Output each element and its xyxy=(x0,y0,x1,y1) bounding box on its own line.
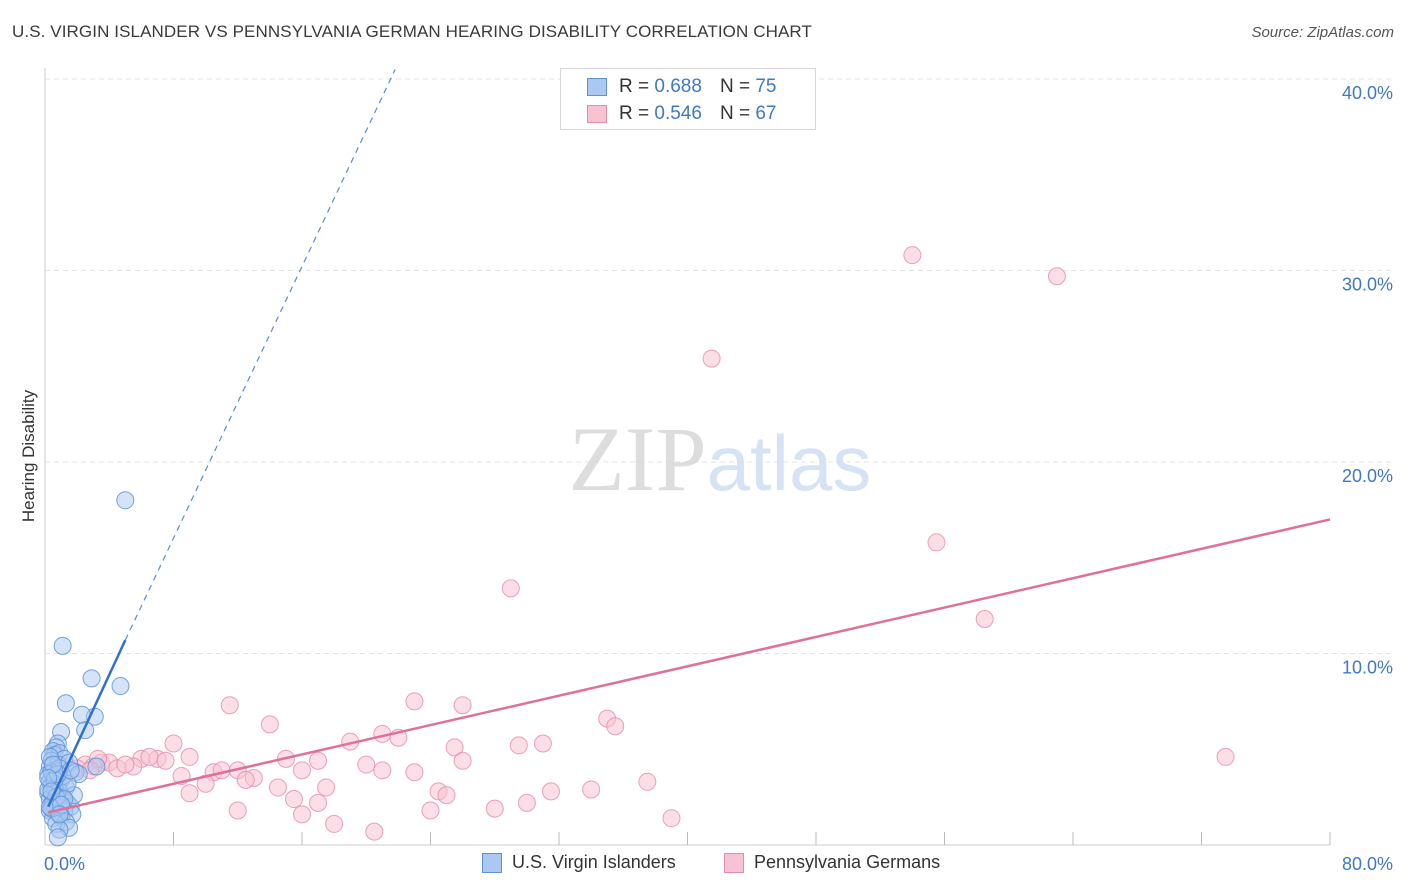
data-point-pennsylvania-germans xyxy=(373,761,392,780)
x-tick-label-min: 0.0% xyxy=(44,854,85,874)
data-point-pennsylvania-germans xyxy=(405,763,424,782)
data-point-pennsylvania-germans xyxy=(180,784,199,803)
data-point-pennsylvania-germans xyxy=(325,814,344,833)
data-point-us-virgin-islanders xyxy=(116,491,135,510)
data-point-pennsylvania-germans xyxy=(445,738,464,757)
legend-swatch-blue xyxy=(587,78,607,96)
trend-line-extension-us-virgin-islanders xyxy=(124,69,396,641)
axis-layer xyxy=(44,68,1331,846)
data-point-pennsylvania-germans xyxy=(606,717,625,736)
legend-n-value: 67 xyxy=(755,103,777,124)
legend-row-virgin-islanders: R = 0.688 N = 75 xyxy=(587,75,776,99)
legend-r-label: R = xyxy=(619,103,650,124)
data-point-pennsylvania-germans xyxy=(533,734,552,753)
data-point-us-virgin-islanders xyxy=(87,757,106,776)
grid-layer xyxy=(45,78,1392,654)
data-point-pennsylvania-germans xyxy=(1216,747,1235,766)
chart-title: U.S. VIRGIN ISLANDER VS PENNSYLVANIA GER… xyxy=(12,22,812,41)
legend-r-label: R = xyxy=(619,76,650,97)
data-point-pennsylvania-germans xyxy=(517,793,536,812)
data-point-pennsylvania-germans xyxy=(509,736,528,755)
y-tick-label: 10.0% xyxy=(1342,658,1393,678)
data-point-pennsylvania-germans xyxy=(453,696,472,715)
data-point-pennsylvania-germans xyxy=(975,610,994,629)
data-point-pennsylvania-germans xyxy=(284,790,303,809)
legend-n-value: 75 xyxy=(755,76,777,97)
data-point-pennsylvania-germans xyxy=(228,801,247,820)
y-tick-label: 20.0% xyxy=(1342,466,1393,486)
bottom-legend-swatch-blue xyxy=(482,852,502,873)
bottom-legend-swatch-pink xyxy=(724,852,744,873)
data-point-pennsylvania-germans xyxy=(582,780,601,799)
data-point-pennsylvania-germans xyxy=(1047,267,1066,286)
data-point-pennsylvania-germans xyxy=(485,799,504,818)
y-tick-label: 40.0% xyxy=(1342,83,1393,103)
legend-r-value: 0.546 xyxy=(654,103,702,124)
data-point-pennsylvania-germans xyxy=(116,755,135,774)
legend-n-label: N = xyxy=(719,76,751,97)
data-point-pennsylvania-germans xyxy=(309,793,328,812)
bottom-legend-label: U.S. Virgin Islanders xyxy=(512,852,676,872)
trend-line-us-virgin-islanders xyxy=(47,639,127,808)
legend-r-value: 0.688 xyxy=(654,76,702,97)
data-point-pennsylvania-germans xyxy=(156,751,175,770)
data-point-pennsylvania-germans xyxy=(365,822,384,841)
data-point-pennsylvania-germans xyxy=(317,778,336,797)
watermark-zip: ZIP xyxy=(569,408,707,510)
data-point-pennsylvania-germans xyxy=(309,751,328,770)
data-point-pennsylvania-germans xyxy=(357,755,376,774)
data-point-us-virgin-islanders xyxy=(56,694,75,713)
data-point-us-virgin-islanders xyxy=(53,636,72,655)
data-point-pennsylvania-germans xyxy=(927,533,946,552)
data-point-pennsylvania-germans xyxy=(268,778,287,797)
data-point-pennsylvania-germans xyxy=(662,809,681,828)
legend-n-label: N = xyxy=(719,103,751,124)
watermark-atlas: atlas xyxy=(707,419,872,507)
data-point-pennsylvania-germans xyxy=(501,579,520,598)
data-point-us-virgin-islanders xyxy=(82,669,101,688)
data-point-pennsylvania-germans xyxy=(293,761,311,780)
data-point-pennsylvania-germans xyxy=(421,801,440,820)
bottom-legend-label: Pennsylvania Germans xyxy=(754,852,941,872)
data-point-pennsylvania-germans xyxy=(260,715,279,734)
bottom-legend-pennsylvania-germans: Pennsylvania Germans xyxy=(724,852,940,873)
legend-swatch-pink xyxy=(587,105,607,123)
data-point-pennsylvania-germans xyxy=(702,349,721,368)
watermark: ZIPatlas xyxy=(569,408,872,510)
data-point-pennsylvania-germans xyxy=(453,751,472,770)
x-tick-label-max: 80.0% xyxy=(1342,854,1393,874)
data-point-pennsylvania-germans xyxy=(236,770,255,789)
data-point-us-virgin-islanders xyxy=(48,828,67,847)
data-point-pennsylvania-germans xyxy=(220,696,239,715)
legend-row-pennsylvania-germans: R = 0.546 N = 67 xyxy=(587,102,776,126)
data-point-pennsylvania-germans xyxy=(903,246,922,265)
data-point-pennsylvania-germans xyxy=(541,782,560,801)
data-point-us-virgin-islanders xyxy=(111,677,130,696)
data-point-pennsylvania-germans xyxy=(164,734,183,753)
series-pennsylvania-germans xyxy=(68,246,1235,841)
data-point-pennsylvania-germans xyxy=(140,747,159,766)
data-point-pennsylvania-germans xyxy=(180,747,199,766)
data-point-pennsylvania-germans xyxy=(405,692,424,711)
y-tick-label: 30.0% xyxy=(1342,275,1393,295)
trend-line-pennsylvania-germans xyxy=(47,518,1331,814)
tick-labels: 10.0% 20.0% 30.0% 40.0% 0.0% 80.0% xyxy=(44,83,1393,874)
correlation-legend: R = 0.688 N = 75 R = 0.546 N = 67 xyxy=(560,68,816,130)
bottom-legend-virgin-islanders: U.S. Virgin Islanders xyxy=(482,852,676,873)
data-point-pennsylvania-germans xyxy=(437,786,456,805)
trend-layer xyxy=(47,69,1331,814)
data-point-pennsylvania-germans xyxy=(638,772,657,791)
data-point-pennsylvania-germans xyxy=(293,805,311,824)
chart-source: Source: ZipAtlas.com xyxy=(1251,24,1394,41)
